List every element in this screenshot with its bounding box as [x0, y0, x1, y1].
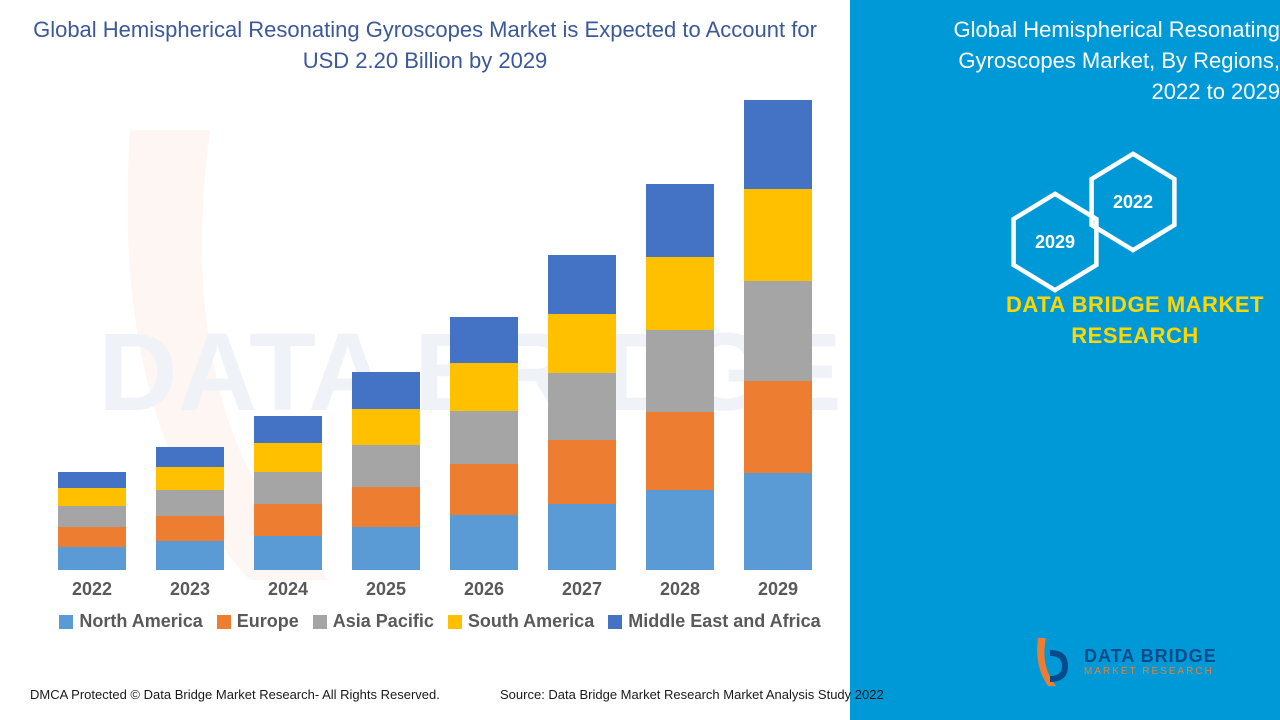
- seg-europe: [156, 516, 224, 541]
- x-label: 2028: [646, 579, 714, 600]
- seg-asia-pacific: [254, 472, 322, 504]
- legend-label: South America: [468, 611, 594, 632]
- seg-north-america: [744, 473, 812, 570]
- legend-label: Asia Pacific: [333, 611, 434, 632]
- right-panel-title: Global Hemispherical Resonating Gyroscop…: [920, 15, 1280, 107]
- chart-title: Global Hemispherical Resonating Gyroscop…: [30, 15, 820, 77]
- logo: DATA BRIDGE MARKET RESEARCH: [1030, 632, 1260, 692]
- chart-legend: North America Europe Asia Pacific South Ame…: [40, 611, 840, 632]
- seg-europe: [450, 464, 518, 515]
- bar-2028: 2028: [646, 184, 714, 570]
- x-label: 2023: [156, 579, 224, 600]
- bar-2029: 2029: [744, 100, 812, 570]
- legend-label: North America: [79, 611, 202, 632]
- hex-2022-label: 2022: [1088, 150, 1178, 254]
- bar-2027: 2027: [548, 255, 616, 570]
- seg-middle-east-and-africa: [646, 184, 714, 257]
- logo-mark: [1030, 636, 1074, 688]
- seg-middle-east-and-africa: [156, 447, 224, 468]
- legend-swatch: [217, 615, 231, 629]
- seg-north-america: [646, 490, 714, 570]
- seg-europe: [254, 504, 322, 536]
- legend-item-europe: Europe: [217, 611, 299, 632]
- seg-middle-east-and-africa: [352, 372, 420, 409]
- chart-region: 20222023202420252026202720282029 North A…: [40, 90, 830, 620]
- footer-copyright: DMCA Protected © Data Bridge Market Rese…: [30, 687, 440, 702]
- hex-2022: 2022: [1088, 150, 1178, 254]
- seg-north-america: [156, 541, 224, 570]
- brand-line-1: DATA BRIDGE MARKET: [1006, 292, 1264, 317]
- legend-item-middle-east-and-africa: Middle East and Africa: [608, 611, 820, 632]
- legend-swatch: [313, 615, 327, 629]
- footer-source: Source: Data Bridge Market Research Mark…: [500, 687, 884, 702]
- legend-swatch: [59, 615, 73, 629]
- legend-label: Middle East and Africa: [628, 611, 820, 632]
- seg-middle-east-and-africa: [548, 255, 616, 314]
- brand-line-2: RESEARCH: [1071, 323, 1198, 348]
- seg-south-america: [548, 314, 616, 373]
- seg-asia-pacific: [744, 281, 812, 382]
- right-panel: Global Hemispherical Resonating Gyroscop…: [850, 0, 1280, 720]
- seg-south-america: [646, 257, 714, 330]
- seg-europe: [548, 440, 616, 504]
- seg-asia-pacific: [352, 445, 420, 486]
- seg-europe: [744, 381, 812, 472]
- x-label: 2027: [548, 579, 616, 600]
- x-label: 2025: [352, 579, 420, 600]
- seg-south-america: [744, 189, 812, 280]
- bar-2022: 2022: [58, 472, 126, 570]
- seg-middle-east-and-africa: [450, 317, 518, 363]
- seg-south-america: [156, 467, 224, 490]
- seg-asia-pacific: [450, 411, 518, 464]
- hex-2029: 2029: [1010, 190, 1100, 294]
- seg-north-america: [254, 536, 322, 570]
- seg-south-america: [450, 363, 518, 411]
- seg-north-america: [548, 504, 616, 570]
- logo-text-1: DATA BRIDGE: [1084, 647, 1217, 665]
- hex-2029-label: 2029: [1010, 190, 1100, 294]
- brand-text: DATA BRIDGE MARKET RESEARCH: [1000, 290, 1270, 352]
- seg-europe: [646, 412, 714, 490]
- legend-swatch: [608, 615, 622, 629]
- legend-swatch: [448, 615, 462, 629]
- seg-europe: [352, 487, 420, 527]
- seg-middle-east-and-africa: [744, 100, 812, 189]
- chart-plot: 2022 2023 2024 2025 2026 2027 2028 2029: [40, 90, 830, 570]
- seg-north-america: [352, 527, 420, 570]
- x-label: 2029: [744, 579, 812, 600]
- x-label: 2022: [58, 579, 126, 600]
- x-label: 2026: [450, 579, 518, 600]
- seg-south-america: [352, 409, 420, 446]
- seg-north-america: [58, 547, 126, 570]
- seg-europe: [58, 527, 126, 548]
- bar-2025: 2025: [352, 372, 420, 570]
- seg-north-america: [450, 515, 518, 570]
- right-curve-bg: [850, 0, 1280, 720]
- main-chart-area: DATA BRIDGE Global Hemispherical Resonat…: [0, 0, 850, 720]
- seg-asia-pacific: [58, 506, 126, 527]
- seg-middle-east-and-africa: [58, 472, 126, 488]
- bar-2023: 2023: [156, 447, 224, 570]
- seg-middle-east-and-africa: [254, 416, 322, 443]
- seg-south-america: [254, 443, 322, 472]
- x-label: 2024: [254, 579, 322, 600]
- legend-item-south-america: South America: [448, 611, 594, 632]
- logo-text: DATA BRIDGE MARKET RESEARCH: [1084, 647, 1217, 677]
- logo-text-2: MARKET RESEARCH: [1084, 667, 1217, 677]
- seg-asia-pacific: [646, 330, 714, 412]
- bar-2026: 2026: [450, 317, 518, 570]
- legend-item-north-america: North America: [59, 611, 202, 632]
- seg-asia-pacific: [156, 490, 224, 516]
- legend-item-asia-pacific: Asia Pacific: [313, 611, 434, 632]
- seg-south-america: [58, 488, 126, 506]
- seg-asia-pacific: [548, 373, 616, 439]
- legend-label: Europe: [237, 611, 299, 632]
- bar-2024: 2024: [254, 416, 322, 570]
